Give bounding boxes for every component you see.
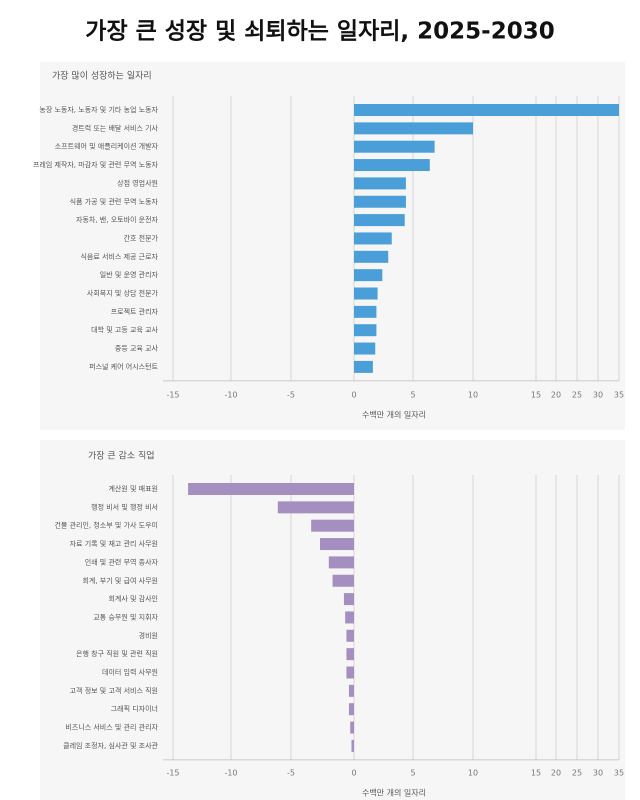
x-tick-label: -5	[287, 769, 295, 778]
bar	[354, 250, 389, 263]
category-label: 상점 영업사원	[117, 178, 158, 187]
category-label: 프레임 제작자, 마감자 및 관련 무역 노동자	[33, 160, 159, 169]
x-tick-label: 35	[614, 769, 624, 778]
category-label: 자동차, 밴, 오토바이 운전자	[76, 215, 159, 224]
bar	[354, 214, 405, 227]
category-label: 건물 관리인, 청소부 및 가사 도우미	[54, 521, 158, 530]
bar	[311, 519, 354, 532]
x-tick-label: 25	[572, 769, 582, 778]
x-tick-label: 25	[572, 391, 582, 400]
category-label: 간호 전문가	[124, 233, 159, 242]
x-tick-label: 15	[531, 391, 541, 400]
x-tick-label: 20	[551, 391, 561, 400]
bar	[351, 739, 354, 752]
category-label: 소프트웨어 및 애플리케이션 개발자	[55, 142, 159, 151]
bar	[346, 666, 354, 679]
category-label: 경비원	[139, 631, 158, 640]
category-label: 은행 창구 직원 및 관련 직원	[76, 649, 158, 658]
bar	[354, 287, 378, 300]
bar	[354, 360, 373, 373]
bar	[354, 104, 619, 116]
bar	[354, 177, 406, 190]
x-tick-label: -5	[287, 391, 295, 400]
bar	[346, 648, 354, 661]
category-label: 인쇄 및 관련 무역 종사자	[85, 557, 159, 566]
bar	[354, 140, 435, 153]
panel-background	[40, 62, 625, 430]
category-label: 식품 가공 및 관련 무역 노동자	[70, 197, 159, 206]
x-tick-label: -15	[166, 391, 179, 400]
x-axis-label: 수백만 개의 일자리	[362, 410, 426, 420]
category-label: 교통 승무원 및 지휘자	[93, 612, 158, 621]
category-label: 식음료 서비스 제공 근로자	[80, 252, 158, 261]
x-tick-label: 35	[614, 391, 624, 400]
bar	[354, 269, 383, 282]
category-label: 고객 정보 및 고객 서비스 직원	[70, 686, 158, 695]
bar	[354, 232, 392, 245]
category-label: 회계사 및 감사인	[108, 594, 158, 603]
category-label: 대학 및 고등 교육 교사	[91, 325, 158, 334]
bar	[354, 159, 430, 172]
page-title: 가장 큰 성장 및 쇠퇴하는 일자리, 2025-2030	[85, 19, 554, 45]
category-label: 클레임 조정자, 심사관 및 조사관	[63, 741, 158, 750]
bar	[343, 593, 354, 606]
x-tick-label: -15	[166, 769, 179, 778]
x-tick-label: 10	[468, 391, 478, 400]
category-label: 프로젝트 관리자	[111, 307, 159, 316]
category-label: 그래픽 디자이너	[111, 704, 158, 713]
bar	[354, 342, 376, 355]
bar	[346, 629, 354, 642]
bar	[345, 611, 354, 624]
category-label: 비즈니스 서비스 및 관리 관리자	[65, 723, 158, 732]
category-label: 데이터 입력 사무원	[102, 668, 158, 677]
x-tick-label: 5	[410, 769, 415, 778]
category-label: 행정 비서 및 행정 비서	[91, 502, 158, 511]
bar	[188, 483, 354, 495]
category-label: 일반 및 운영 관리자	[100, 270, 159, 279]
category-label: 자료 기록 및 재고 관리 사무원	[70, 539, 158, 548]
bar	[354, 122, 473, 135]
x-tick-label: 5	[410, 391, 415, 400]
x-tick-label: -10	[224, 391, 237, 400]
x-tick-label: 0	[351, 769, 356, 778]
bar	[348, 684, 354, 697]
x-tick-label: 10	[468, 769, 478, 778]
category-label: 농장 노동자, 노동자 및 기타 농업 노동자	[39, 105, 158, 114]
bar	[277, 501, 354, 514]
category-label: 퍼스널 케어 어시스턴트	[89, 362, 158, 371]
x-tick-label: -10	[224, 769, 237, 778]
x-axis-label: 수백만 개의 일자리	[362, 788, 426, 798]
bar	[319, 538, 354, 551]
bar	[350, 721, 354, 734]
bar	[354, 195, 406, 208]
bar	[354, 305, 377, 318]
category-label: 중등 교육 교사	[115, 344, 159, 353]
panel-background	[40, 440, 625, 800]
category-label: 계산원 및 매표원	[108, 484, 158, 493]
x-tick-label: 15	[531, 769, 541, 778]
x-tick-label: 30	[593, 391, 603, 400]
chart-title: 가장 큰 감소 직업	[88, 450, 155, 462]
bar	[354, 324, 377, 337]
bar	[332, 574, 354, 587]
x-tick-label: 0	[351, 391, 356, 400]
x-tick-label: 20	[551, 769, 561, 778]
category-label: 경트럭 또는 배달 서비스 기사	[72, 123, 159, 132]
category-label: 회계, 부기 및 급여 사무원	[82, 576, 158, 585]
category-label: 사회복지 및 상담 전문가	[87, 289, 159, 298]
bar	[348, 703, 354, 716]
x-tick-label: 30	[593, 769, 603, 778]
chart-title: 가장 많이 성장하는 일자리	[52, 71, 152, 82]
bar	[328, 556, 354, 569]
